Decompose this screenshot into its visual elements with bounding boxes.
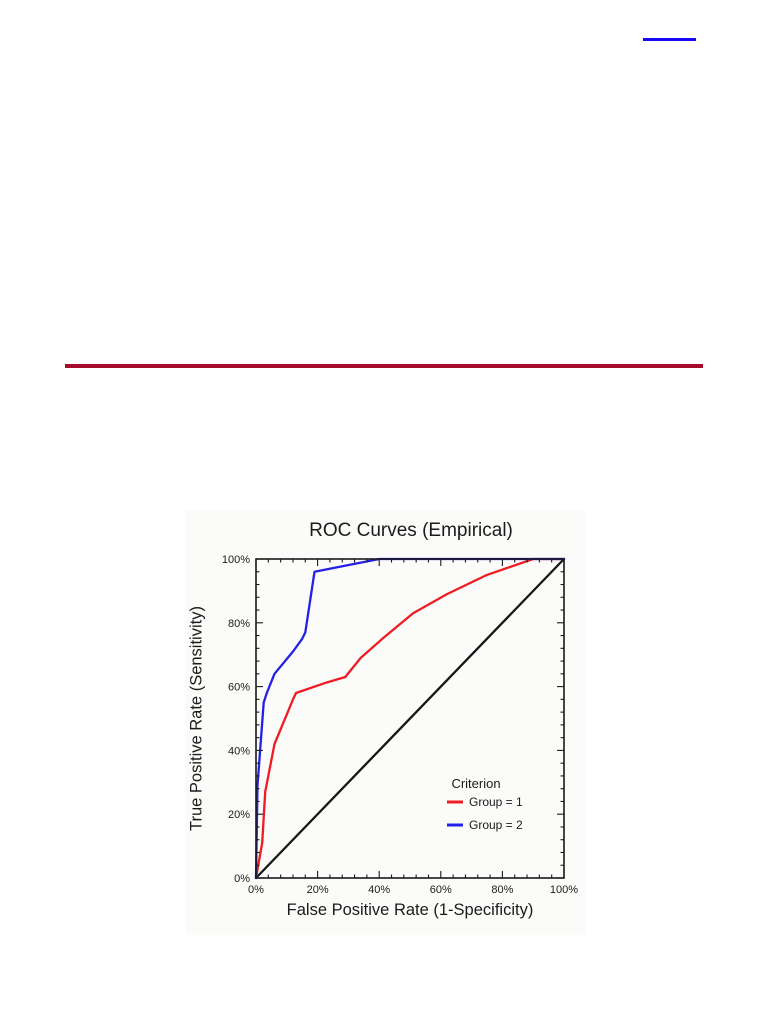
x-tick-label: 40%: [368, 884, 390, 896]
y-tick-label: 80%: [228, 618, 250, 630]
legend-label-1: Group = 1: [469, 795, 523, 809]
legend-label-2: Group = 2: [469, 818, 523, 832]
x-tick-label: 60%: [430, 884, 452, 896]
x-tick-label: 80%: [491, 884, 513, 896]
y-tick-label: 40%: [228, 745, 250, 757]
series-line-group-2: [254, 557, 566, 880]
y-tick-label: 20%: [228, 809, 250, 821]
legend-title: Criterion: [451, 776, 500, 791]
x-tick-label: 0%: [248, 884, 264, 896]
y-tick-label: 100%: [222, 554, 250, 566]
x-tick-label: 100%: [550, 884, 578, 896]
hyperlink-underline[interactable]: [643, 38, 696, 41]
chart-title: ROC Curves (Empirical): [309, 520, 513, 541]
series-line-chance-diagonal: [254, 557, 566, 880]
y-tick-label: 60%: [228, 682, 250, 694]
plot-frame: [255, 558, 565, 879]
section-divider-rule: [65, 364, 703, 368]
roc-figure: ROC Curves (Empirical) True Positive Rat…: [185, 510, 585, 935]
x-tick-label: 20%: [307, 884, 329, 896]
series-line-group-1: [254, 557, 566, 880]
y-tick-label: 0%: [234, 873, 250, 885]
roc-chart: 0% 20% 40% 60% 80% 100% 0% 20% 40% 60% 80% 100% Crit…: [222, 554, 578, 896]
x-axis-label: False Positive Rate (1-Specificity): [286, 901, 534, 919]
